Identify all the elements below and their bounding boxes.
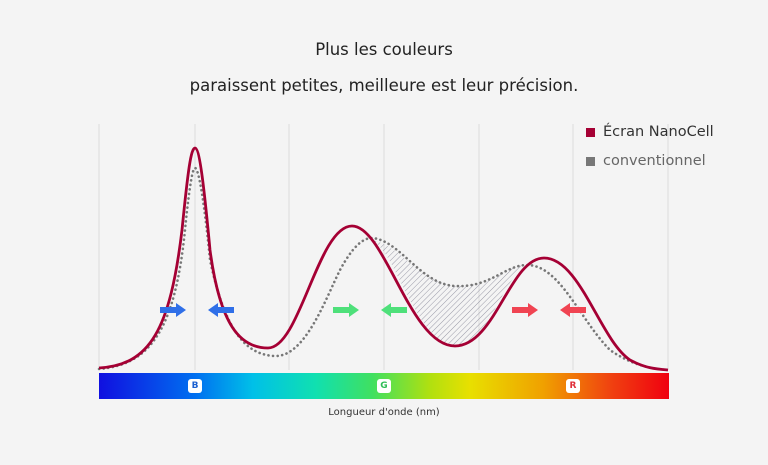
headline-line-2: paraissent petites, meilleure est leur p…: [189, 76, 579, 95]
legend-item-nanocell: Écran NanoCell: [586, 124, 714, 140]
headline-line-1: Plus les couleurs: [315, 40, 453, 59]
legend-item-conventional: conventionnel: [586, 153, 706, 169]
green-arrow-right: [333, 303, 359, 317]
red-arrow-left: [560, 303, 586, 317]
badge-red: R: [566, 379, 580, 393]
x-axis-label: Longueur d'onde (nm): [328, 407, 440, 418]
difference-hatch: [372, 240, 527, 346]
legend-label: Écran NanoCell: [603, 124, 714, 140]
conventional-curve: [97, 166, 670, 372]
legend-swatch-icon: [586, 156, 595, 166]
green-arrow-left: [381, 303, 407, 317]
legend-label: conventionnel: [603, 153, 706, 169]
blue-arrow-left: [208, 303, 234, 317]
badge-blue: B: [188, 379, 202, 393]
blue-arrow-right: [160, 303, 186, 317]
legend-swatch-icon: [586, 127, 595, 137]
red-arrow-right: [512, 303, 538, 317]
badge-green: G: [377, 379, 391, 393]
nanocell-curve: [98, 146, 669, 372]
